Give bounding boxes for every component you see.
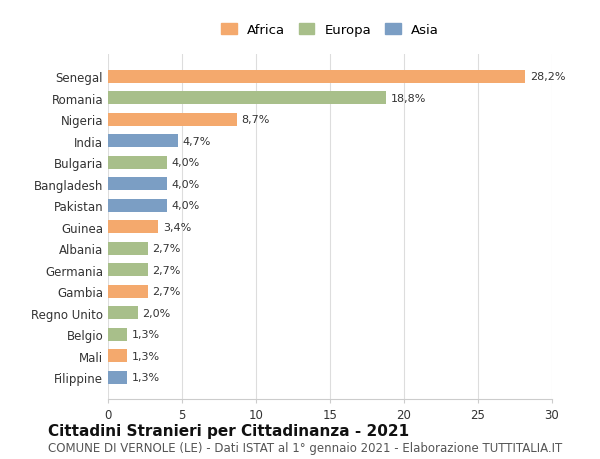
Text: Cittadini Stranieri per Cittadinanza - 2021: Cittadini Stranieri per Cittadinanza - 2… — [48, 423, 409, 438]
Text: COMUNE DI VERNOLE (LE) - Dati ISTAT al 1° gennaio 2021 - Elaborazione TUTTITALIA: COMUNE DI VERNOLE (LE) - Dati ISTAT al 1… — [48, 442, 562, 454]
Text: 2,7%: 2,7% — [152, 244, 181, 254]
Text: 2,7%: 2,7% — [152, 286, 181, 297]
Bar — [108, 113, 237, 127]
Bar — [108, 328, 127, 341]
Text: 2,0%: 2,0% — [142, 308, 170, 318]
Bar — [108, 371, 127, 384]
Text: 1,3%: 1,3% — [131, 351, 160, 361]
Text: 28,2%: 28,2% — [530, 72, 565, 82]
Text: 3,4%: 3,4% — [163, 222, 191, 232]
Text: 1,3%: 1,3% — [131, 372, 160, 382]
Bar — [108, 221, 158, 234]
Legend: Africa, Europa, Asia: Africa, Europa, Asia — [214, 17, 446, 44]
Bar — [108, 71, 526, 84]
Bar — [108, 349, 127, 362]
Text: 18,8%: 18,8% — [391, 94, 426, 104]
Text: 4,0%: 4,0% — [172, 201, 200, 211]
Text: 4,0%: 4,0% — [172, 158, 200, 168]
Bar — [108, 135, 178, 148]
Text: 8,7%: 8,7% — [241, 115, 269, 125]
Text: 4,0%: 4,0% — [172, 179, 200, 189]
Bar — [108, 263, 148, 276]
Bar — [108, 285, 148, 298]
Text: 4,7%: 4,7% — [182, 136, 211, 146]
Bar — [108, 157, 167, 169]
Bar — [108, 178, 167, 191]
Bar — [108, 307, 137, 319]
Bar — [108, 92, 386, 105]
Bar — [108, 242, 148, 255]
Text: 2,7%: 2,7% — [152, 265, 181, 275]
Text: 1,3%: 1,3% — [131, 330, 160, 339]
Bar — [108, 199, 167, 212]
